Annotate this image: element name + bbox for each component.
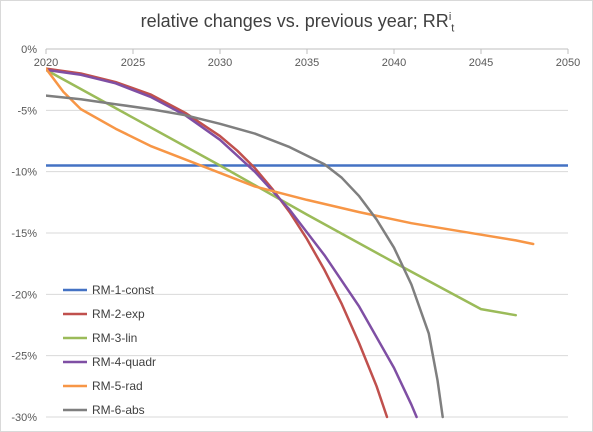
gridlines (46, 109, 568, 418)
legend-label: RM-2-exp (92, 307, 145, 321)
legend-label: RM-1-const (92, 283, 155, 297)
series-line-rm-4-quadr (46, 68, 418, 419)
x-tick-label: 2050 (556, 57, 580, 69)
y-tick-label: -30% (11, 412, 37, 424)
legend-label: RM-4-quadr (92, 355, 156, 369)
x-tick-label: 2035 (295, 57, 319, 69)
legend-label: RM-5-rad (92, 379, 143, 393)
x-tick-label: 2040 (382, 57, 406, 69)
legend-label: RM-3-lin (92, 331, 137, 345)
y-tick-label: -20% (11, 289, 37, 301)
x-tick-label: 2030 (208, 57, 232, 69)
chart-title-subscript: t (451, 22, 455, 35)
x-tick-label: 2045 (469, 57, 493, 69)
series-line-rm-6-abs (46, 94, 444, 419)
series-lines (46, 67, 568, 419)
chart-title-superscript: i (448, 11, 452, 23)
y-tick-label: -15% (11, 228, 37, 240)
legend: RM-1-const RM-2-exp RM-3-lin RM-4-quadr RM-5… (63, 283, 156, 417)
y-tick-label: -5% (17, 105, 37, 117)
y-tick-label: -10% (11, 167, 37, 179)
chart-title-main: relative changes vs. previous year; RR (140, 11, 449, 31)
series-line-rm-3-lin (46, 68, 518, 317)
chart-title: relative changes vs. previous year; RRit (1, 11, 592, 35)
axes: 0% -5% -10% -15% -20% -25% -30% 2020 2025 2030 203… (11, 44, 580, 424)
y-tick-label: -25% (11, 351, 37, 363)
y-tick-label: 0% (21, 44, 37, 56)
series-line-rm-2-exp (46, 67, 389, 419)
x-tick-label: 2025 (121, 57, 145, 69)
legend-label: RM-6-abs (92, 403, 145, 417)
x-tick-label: 2020 (34, 57, 58, 69)
series-line-rm-5-rad (46, 67, 535, 246)
